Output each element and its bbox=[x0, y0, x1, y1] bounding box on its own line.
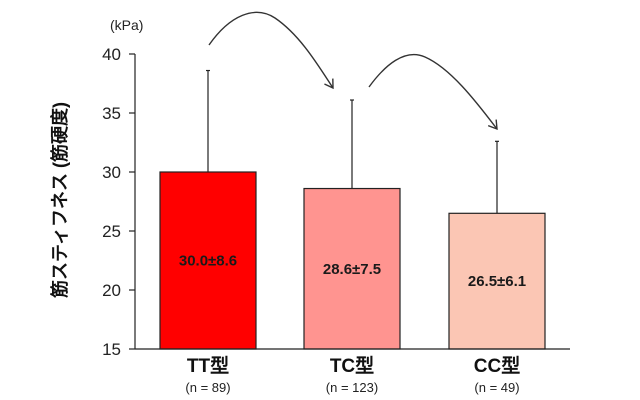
bar-0 bbox=[159, 171, 257, 350]
unit-label: (kPa) bbox=[110, 17, 143, 33]
bar-value-label: 28.6±7.5 bbox=[323, 261, 381, 278]
arrow-tt-to-tc bbox=[208, 11, 334, 90]
y-tick-label: 15 bbox=[102, 340, 121, 359]
y-tick-label: 20 bbox=[102, 281, 121, 300]
y-tick-label: 30 bbox=[102, 163, 121, 182]
sample-size-label: (n = 49) bbox=[474, 380, 519, 395]
y-tick-label: 25 bbox=[102, 222, 121, 241]
y-tick-label: 35 bbox=[102, 104, 121, 123]
y-axis-label: 筋スティフネス (筋硬度) bbox=[49, 102, 70, 298]
bar-2 bbox=[448, 212, 546, 350]
sample-size-label: (n = 123) bbox=[326, 380, 378, 395]
y-tick-label: 40 bbox=[102, 45, 121, 64]
bar-1 bbox=[303, 187, 401, 350]
bar-value-label: 26.5±6.1 bbox=[468, 273, 526, 290]
sample-size-label: (n = 89) bbox=[185, 380, 230, 395]
category-label: CC型 bbox=[474, 354, 520, 377]
category-label: TC型 bbox=[330, 354, 374, 377]
bar-value-label: 30.0±8.6 bbox=[179, 253, 237, 270]
category-label: TT型 bbox=[187, 354, 229, 377]
arrow-tc-to-cc bbox=[368, 53, 498, 131]
